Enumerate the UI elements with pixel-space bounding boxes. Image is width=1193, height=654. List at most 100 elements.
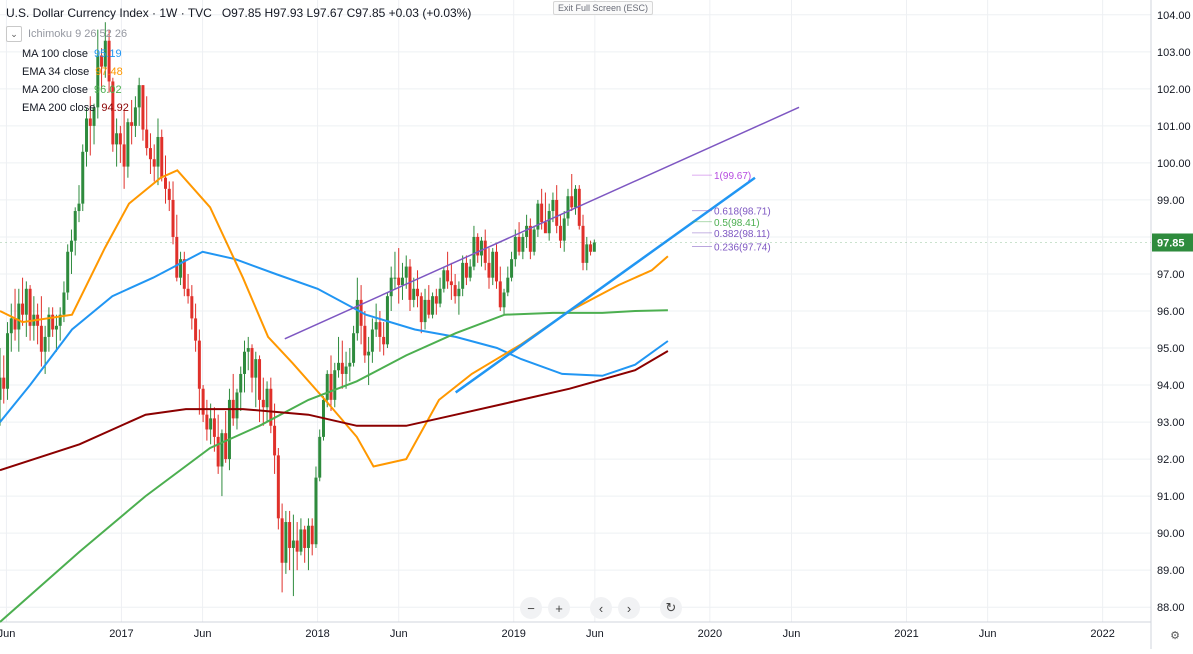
symbol-title[interactable]: U.S. Dollar Currency Index · 1W · TVC [6, 6, 212, 20]
x-tick-label: 2017 [109, 628, 133, 640]
candle-body [367, 351, 371, 356]
candle-body [555, 199, 559, 226]
candle-body [547, 211, 551, 234]
candle-body [115, 133, 119, 145]
candle-body [6, 333, 10, 389]
legend-indicator-row[interactable]: EMA 200 close 94.92 [22, 102, 471, 114]
candle-body [152, 159, 156, 167]
ichimoku-label[interactable]: Ichimoku 9 26 52 26 [28, 28, 128, 40]
chevron-down-icon[interactable]: ⌄ [6, 26, 22, 42]
candle-body [449, 281, 453, 286]
candle-body [570, 196, 574, 208]
candle-body [276, 455, 280, 519]
last-price-label: 97.85 [1157, 238, 1185, 250]
nav-separator [646, 597, 654, 619]
legend-indicator-row[interactable]: MA 200 close 96.02 [22, 84, 471, 96]
gear-icon[interactable]: ⚙ [1170, 630, 1180, 642]
legend-indicator-row[interactable]: MA 100 close 95.19 [22, 48, 471, 60]
candle-body [103, 40, 107, 67]
candle-body [574, 188, 577, 208]
chart-legend: U.S. Dollar Currency Index · 1W · TVC O9… [6, 6, 471, 114]
candle-body [506, 277, 510, 293]
indicator-name: MA 100 close [22, 48, 89, 60]
reset-icon[interactable]: ↻ [660, 597, 682, 619]
minus-icon[interactable]: − [520, 597, 542, 619]
indicator-value: 97.48 [95, 66, 123, 78]
candle-body [348, 362, 352, 367]
plus-icon[interactable]: + [548, 597, 570, 619]
candle-body [246, 348, 250, 352]
candle-body [442, 270, 446, 289]
candle-body [423, 299, 427, 323]
candle-body [209, 418, 213, 430]
y-tick-label: 93.00 [1157, 417, 1185, 429]
candle-body [532, 229, 536, 252]
fib-level-label: 0.236(97.74) [714, 243, 771, 254]
y-tick-label: 88.00 [1157, 602, 1185, 614]
candle-body [540, 203, 544, 223]
legend-ichimoku-row[interactable]: ⌄ Ichimoku 9 26 52 26 [6, 26, 471, 42]
candle-body [62, 292, 66, 315]
candle-body [291, 540, 295, 548]
y-tick-label: 94.00 [1157, 380, 1185, 392]
x-tick-label: Jun [0, 628, 15, 640]
y-tick-label: 91.00 [1157, 491, 1185, 503]
candle-body [325, 373, 329, 400]
candle-body [186, 288, 190, 297]
indicator-name: EMA 200 close [22, 102, 96, 114]
candle-body [491, 251, 495, 278]
candle-body [521, 236, 525, 252]
candle-body [416, 288, 420, 297]
x-tick-label: Jun [390, 628, 408, 640]
candle-body [280, 518, 284, 563]
candle-body [205, 414, 209, 430]
y-tick-label: 101.00 [1157, 121, 1191, 133]
legend-indicator-row[interactable]: EMA 34 close 97.48 [22, 66, 471, 78]
candle-body [295, 540, 299, 552]
ma-line-ema-200-close [0, 350, 669, 472]
lower-trendline [454, 176, 756, 394]
exit-fullscreen-button[interactable]: Exit Full Screen (ESC) [553, 1, 654, 15]
candle-body [479, 240, 483, 256]
candle-body [43, 336, 47, 352]
candle-body [179, 259, 183, 278]
candle-body [566, 196, 570, 219]
ma-line-ma-100-close [0, 250, 669, 423]
candle-body [69, 240, 73, 252]
candle-body [88, 118, 92, 126]
candle-body [337, 362, 341, 371]
candle-body [58, 314, 62, 326]
chevron-left-icon[interactable]: ‹ [590, 597, 612, 619]
fib-level-label: 0.618(98.71) [714, 207, 771, 218]
candle-body [513, 236, 517, 260]
candle-body [28, 288, 32, 326]
y-tick-label: 97.00 [1157, 269, 1185, 281]
y-tick-label: 89.00 [1157, 565, 1185, 577]
candle-body [164, 177, 168, 189]
y-tick-label: 92.00 [1157, 454, 1185, 466]
candle-body [363, 325, 367, 356]
candle-body [525, 225, 529, 237]
candle-body [288, 522, 292, 548]
candle-body [558, 225, 562, 241]
candle-body [592, 242, 596, 252]
candle-body [9, 318, 13, 334]
candle-body [133, 107, 137, 126]
candle-body [329, 373, 333, 400]
x-tick-label: 2019 [501, 628, 525, 640]
candle-body [107, 40, 111, 82]
candle-body [175, 236, 179, 278]
candle-body [382, 336, 386, 345]
candle-body [220, 433, 224, 467]
x-tick-label: Jun [979, 628, 997, 640]
x-tick-label: 2021 [894, 628, 918, 640]
candle-body [562, 218, 566, 241]
candle-body [216, 436, 220, 467]
candle-body [201, 388, 205, 415]
candle-body [96, 55, 100, 108]
y-tick-label: 96.00 [1157, 306, 1185, 318]
candle-body [434, 296, 438, 304]
chevron-right-icon[interactable]: › [618, 597, 640, 619]
